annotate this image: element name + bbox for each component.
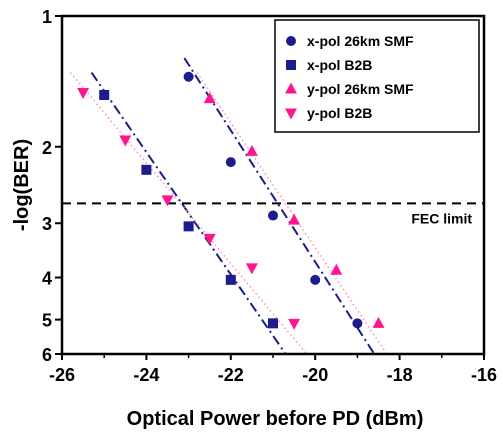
legend-label: y-pol 26km SMF bbox=[307, 81, 414, 97]
data-point bbox=[330, 263, 343, 275]
data-point bbox=[225, 274, 236, 285]
legend-marker bbox=[285, 82, 297, 94]
axes: -26 -24 -22 -20 -18 -16 1 2 3 4 5 6 bbox=[42, 7, 497, 385]
legend-label: x-pol B2B bbox=[307, 57, 372, 73]
data-point bbox=[288, 213, 301, 225]
data-points bbox=[77, 71, 385, 330]
data-point bbox=[352, 318, 363, 329]
y-tick-label: 1 bbox=[42, 7, 52, 27]
data-point bbox=[372, 316, 385, 328]
fit-line bbox=[69, 72, 308, 355]
legend-marker bbox=[286, 60, 296, 70]
legend-marker bbox=[285, 108, 297, 120]
x-tick-label: -16 bbox=[471, 365, 497, 385]
x-tick-label: -20 bbox=[302, 365, 328, 385]
fec-limit: FEC limit bbox=[62, 202, 484, 226]
data-point bbox=[161, 195, 174, 207]
data-point bbox=[268, 210, 278, 221]
fit-lines bbox=[69, 57, 388, 355]
data-point bbox=[288, 318, 301, 330]
y-axis-title: -log(BER) bbox=[11, 139, 33, 231]
legend-label: x-pol 26km SMF bbox=[307, 33, 414, 49]
x-tick-label: -18 bbox=[387, 365, 413, 385]
legend-marker bbox=[286, 36, 296, 46]
y-tick-label: 5 bbox=[42, 311, 52, 331]
data-point bbox=[245, 144, 258, 156]
x-tick-label: -26 bbox=[49, 365, 75, 385]
data-point bbox=[77, 87, 90, 99]
data-point bbox=[141, 164, 152, 175]
data-point bbox=[203, 92, 216, 104]
data-point bbox=[245, 263, 258, 275]
data-point bbox=[119, 135, 132, 147]
legend-box bbox=[274, 19, 480, 133]
legend-label: y-pol B2B bbox=[307, 105, 372, 121]
x-tick-label: -22 bbox=[218, 365, 244, 385]
data-point bbox=[268, 318, 278, 329]
x-axis-title: Optical Power before PD (dBm) bbox=[127, 408, 424, 430]
data-point bbox=[310, 274, 321, 285]
data-point bbox=[183, 71, 194, 82]
y-tick-label: 6 bbox=[42, 345, 52, 365]
legend: x-pol 26km SMF x-pol B2B y-pol 26km SMF y-p… bbox=[274, 19, 480, 133]
y-tick-label: 3 bbox=[42, 214, 52, 234]
fit-line bbox=[183, 57, 376, 355]
x-tick-label: -24 bbox=[133, 365, 159, 385]
y-tick-label: 4 bbox=[42, 269, 52, 289]
data-point bbox=[225, 157, 236, 168]
fit-line bbox=[90, 72, 287, 355]
data-point bbox=[99, 89, 110, 100]
data-point bbox=[203, 233, 216, 245]
data-point bbox=[183, 221, 194, 232]
fec-limit-label: FEC limit bbox=[411, 210, 472, 226]
y-tick-label: 2 bbox=[42, 138, 52, 158]
